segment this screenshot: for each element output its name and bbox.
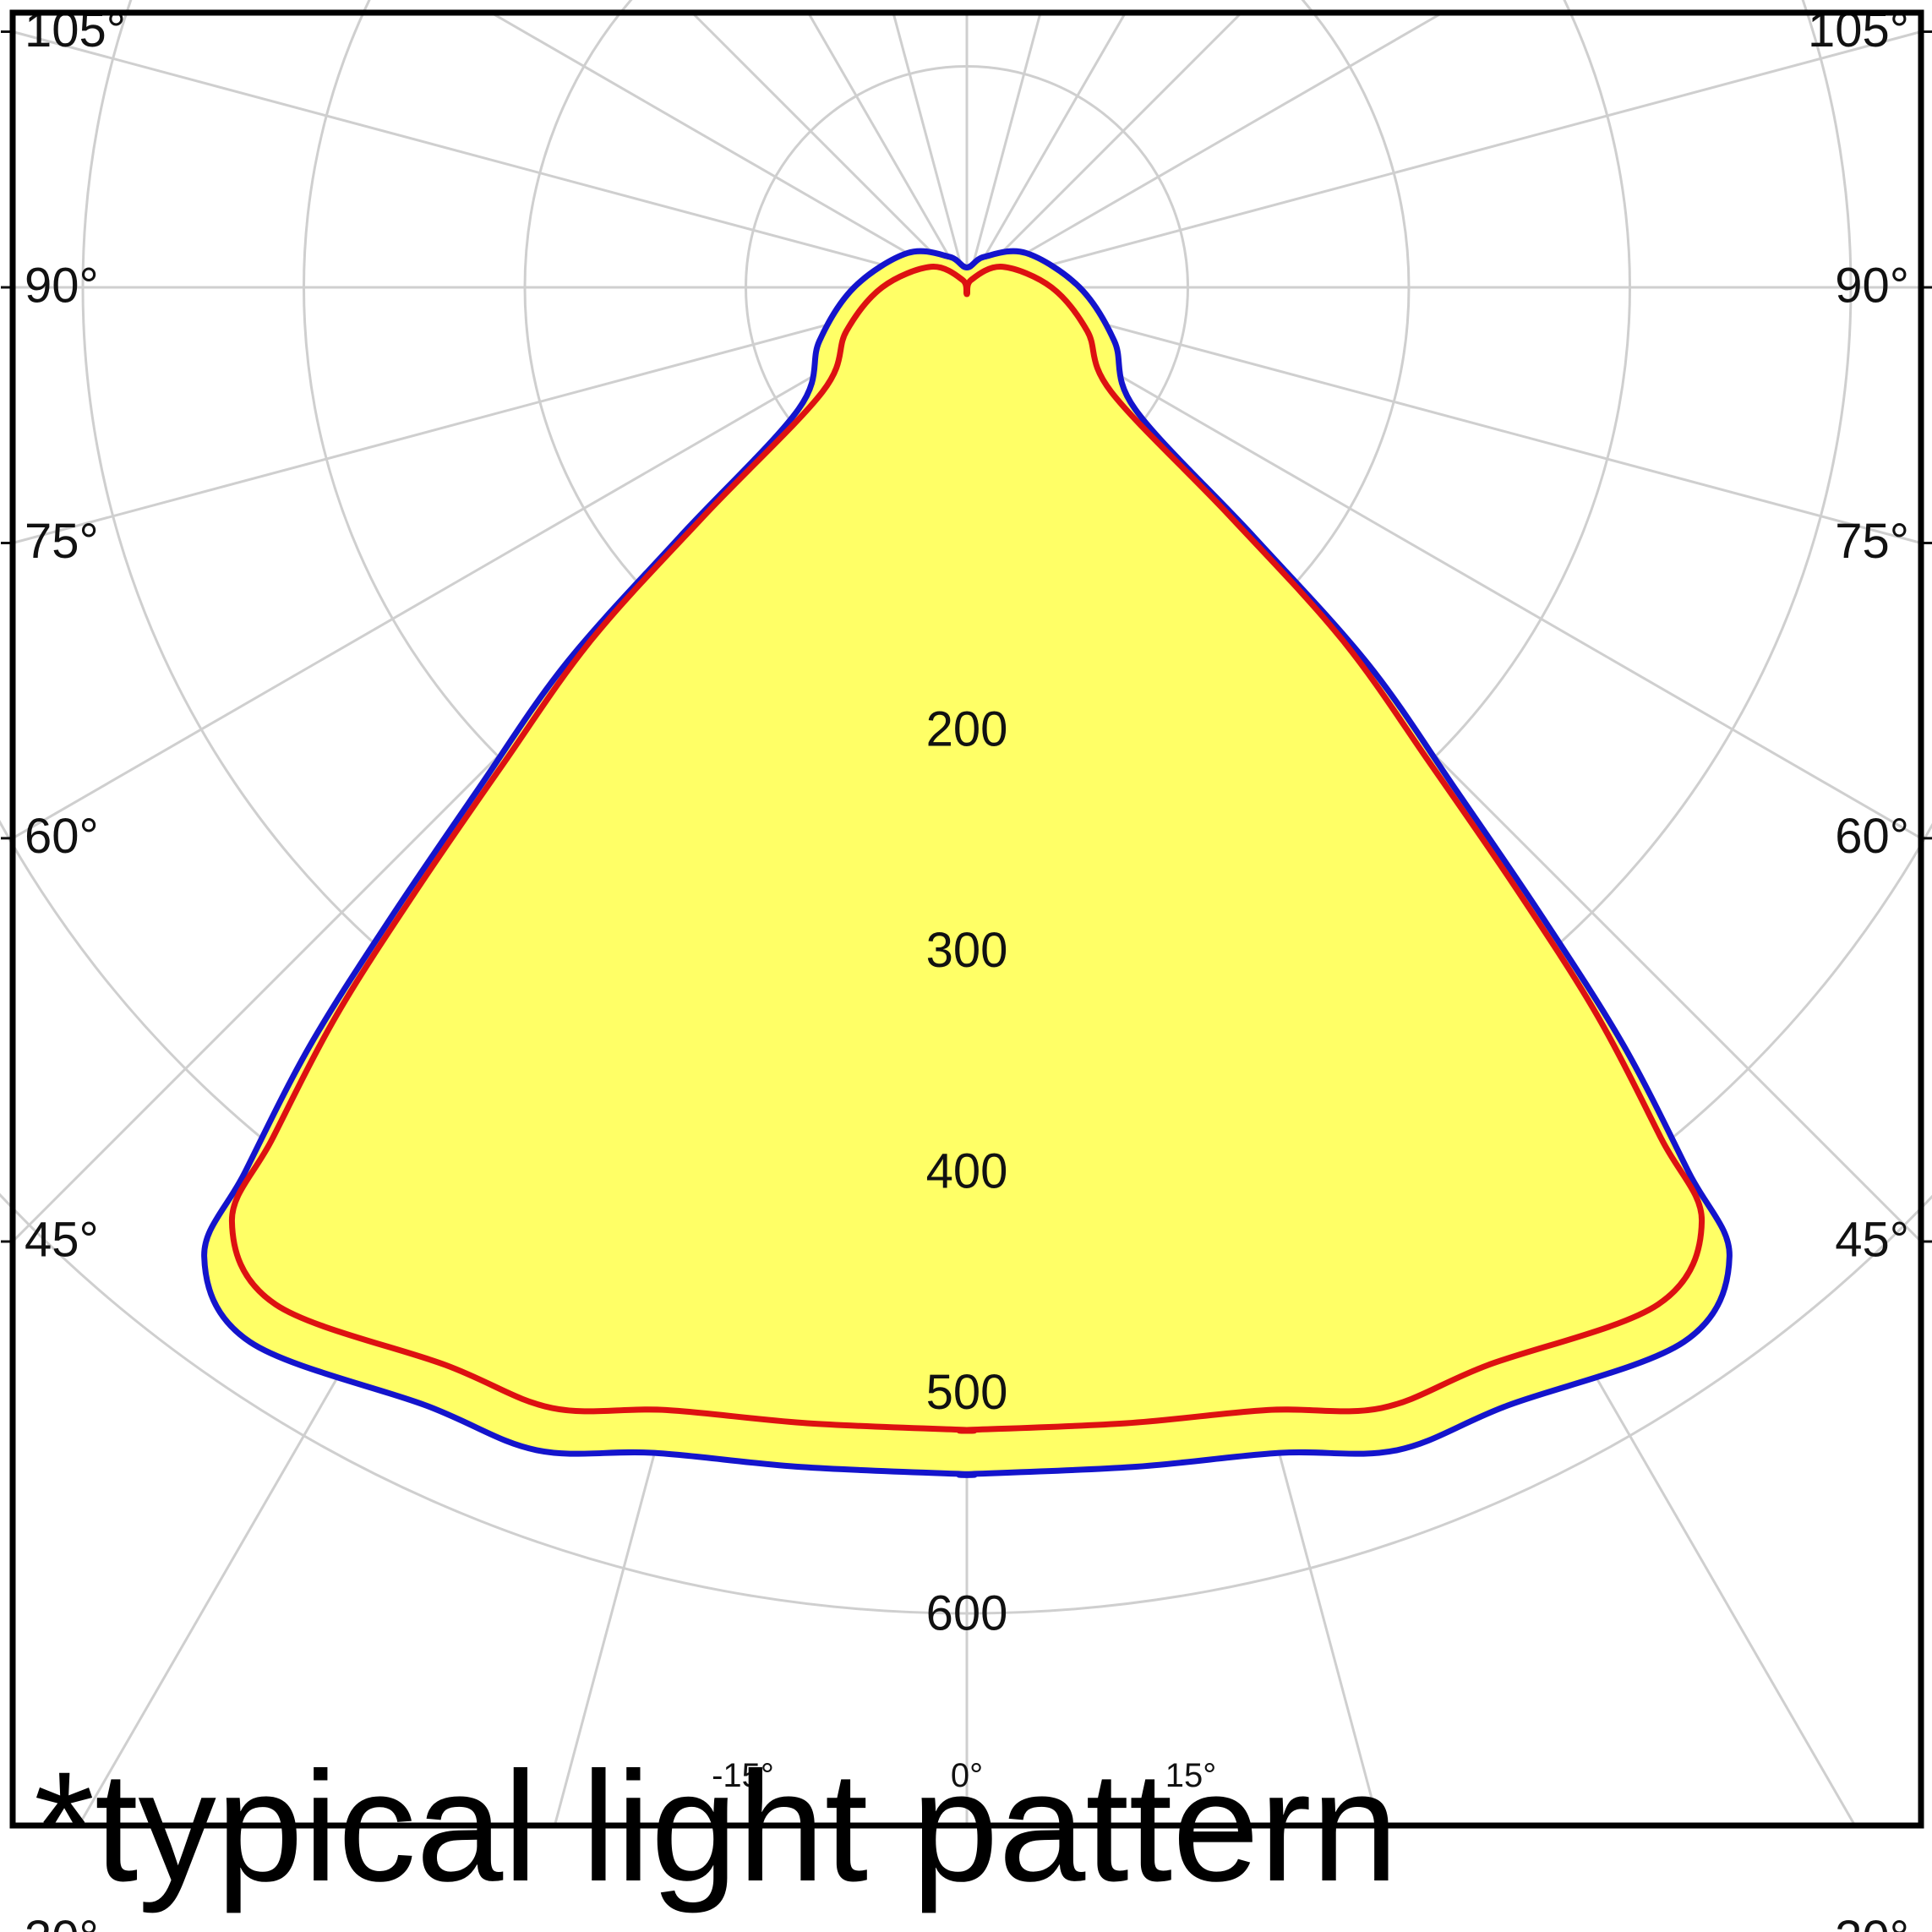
svg-text:30°: 30°: [1835, 1911, 1909, 1932]
svg-text:300: 300: [926, 923, 1008, 978]
svg-text:45°: 45°: [25, 1212, 99, 1267]
svg-text:400: 400: [926, 1143, 1008, 1198]
svg-text:60°: 60°: [1835, 809, 1909, 864]
svg-text:60°: 60°: [25, 809, 99, 864]
svg-text:75°: 75°: [1835, 514, 1909, 569]
svg-text:90°: 90°: [1835, 258, 1909, 313]
svg-text:*typical light pattern: *typical light pattern: [34, 1740, 1399, 1914]
svg-text:500: 500: [926, 1365, 1008, 1420]
svg-text:200: 200: [926, 701, 1008, 756]
svg-text:90°: 90°: [25, 258, 99, 313]
svg-text:45°: 45°: [1835, 1212, 1909, 1267]
svg-text:600: 600: [926, 1585, 1008, 1640]
svg-text:75°: 75°: [25, 514, 99, 569]
